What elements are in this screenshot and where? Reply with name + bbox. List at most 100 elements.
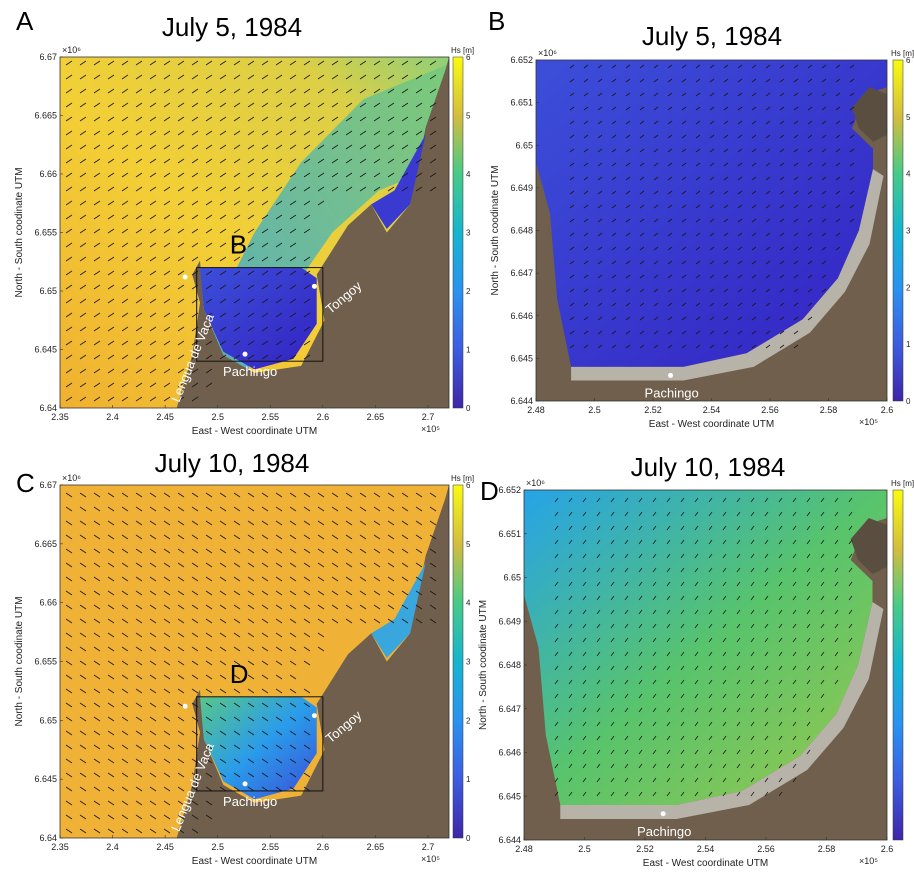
wave-vector (233, 298, 241, 304)
colorbar-tick: 0 (906, 397, 911, 406)
wave-vector (806, 693, 811, 699)
wave-vector (219, 590, 227, 596)
colorbar-tick: 1 (466, 775, 471, 784)
wave-vector (219, 506, 227, 512)
wave-vector (652, 637, 657, 643)
wave-vector (233, 506, 241, 512)
wave-vector (135, 618, 143, 624)
wave-vector (135, 758, 143, 764)
wave-vector (695, 288, 701, 293)
wave-vector (652, 595, 657, 601)
wave-vector (247, 88, 255, 94)
wave-vector (331, 548, 339, 554)
wave-vector (709, 302, 715, 307)
y-tick-label: 6.646 (510, 311, 533, 321)
wave-vector (778, 679, 783, 685)
wave-vector (359, 492, 367, 498)
wave-vector (233, 130, 241, 136)
wave-vector (331, 520, 339, 526)
wave-vector (233, 716, 241, 722)
wave-vector (695, 64, 701, 69)
wave-vector (345, 590, 353, 596)
wave-vector (177, 200, 185, 206)
wave-vector (723, 260, 729, 265)
wave-vector (233, 548, 241, 554)
wave-vector (639, 190, 645, 195)
wave-vector (666, 511, 671, 517)
wave-vector (303, 534, 311, 540)
wave-vector (736, 791, 741, 797)
wave-vector (638, 721, 643, 727)
wave-vector (135, 242, 143, 248)
wave-vector (65, 256, 73, 262)
wave-vector (666, 609, 671, 615)
wave-vector (135, 506, 143, 512)
wave-vector (331, 74, 339, 80)
wave-vector (219, 312, 227, 318)
wave-vector (611, 344, 617, 349)
wave-vector (177, 396, 185, 402)
wave-vector (177, 814, 185, 820)
wave-vector (163, 744, 171, 750)
wave-vector (625, 218, 631, 223)
wave-vector (638, 665, 643, 671)
wave-vector (835, 232, 841, 237)
place-label: Pachingo (223, 794, 277, 809)
wave-vector (736, 497, 741, 503)
wave-vector (191, 396, 199, 402)
wave-vector (778, 777, 783, 783)
wave-vector (191, 242, 199, 248)
wave-vector (121, 800, 129, 806)
wave-vector (79, 116, 87, 122)
wave-vector (303, 520, 311, 526)
y-tick-label: 6.645 (34, 345, 57, 355)
wave-vector (429, 590, 437, 596)
wave-vector (736, 511, 741, 517)
wave-vector (191, 828, 199, 834)
wave-vector (79, 618, 87, 624)
wave-vector (737, 232, 743, 237)
wave-vector (275, 312, 283, 318)
wave-vector (65, 116, 73, 122)
wave-vector (163, 214, 171, 220)
wave-vector (289, 270, 297, 276)
wave-vector (317, 632, 325, 638)
wave-vector (191, 534, 199, 540)
wave-vector (583, 134, 589, 139)
wave-vector (121, 200, 129, 206)
wave-vector (107, 60, 115, 66)
wave-vector (638, 595, 643, 601)
colorbar-tick: 0 (466, 404, 471, 413)
wave-vector (652, 777, 657, 783)
wave-vector (233, 172, 241, 178)
wave-vector (247, 590, 255, 596)
y-tick-label: 6.665 (34, 111, 57, 121)
wave-vector (792, 595, 797, 601)
wave-vector (65, 298, 73, 304)
wave-vector (219, 144, 227, 150)
wave-vector (121, 520, 129, 526)
wave-vector (191, 688, 199, 694)
wave-vector (163, 506, 171, 512)
wave-vector (303, 354, 311, 360)
wave-vector (583, 190, 589, 195)
wave-vector (583, 106, 589, 111)
wave-vector (331, 158, 339, 164)
wave-vector (723, 190, 729, 195)
wave-vector (751, 134, 757, 139)
wave-vector (149, 758, 157, 764)
wave-vector (583, 176, 589, 181)
wave-vector (79, 534, 87, 540)
wave-vector (247, 548, 255, 554)
wave-vector (554, 707, 559, 713)
wave-vector (247, 102, 255, 108)
wave-vector (219, 158, 227, 164)
y-tick-label: 6.67 (39, 480, 57, 490)
wave-vector (163, 312, 171, 318)
wave-vector (261, 576, 269, 582)
x-tick-label: 2.55 (262, 842, 280, 852)
wave-vector (163, 242, 171, 248)
wave-vector (611, 204, 617, 209)
wave-vector (303, 130, 311, 136)
wave-vector (680, 497, 685, 503)
